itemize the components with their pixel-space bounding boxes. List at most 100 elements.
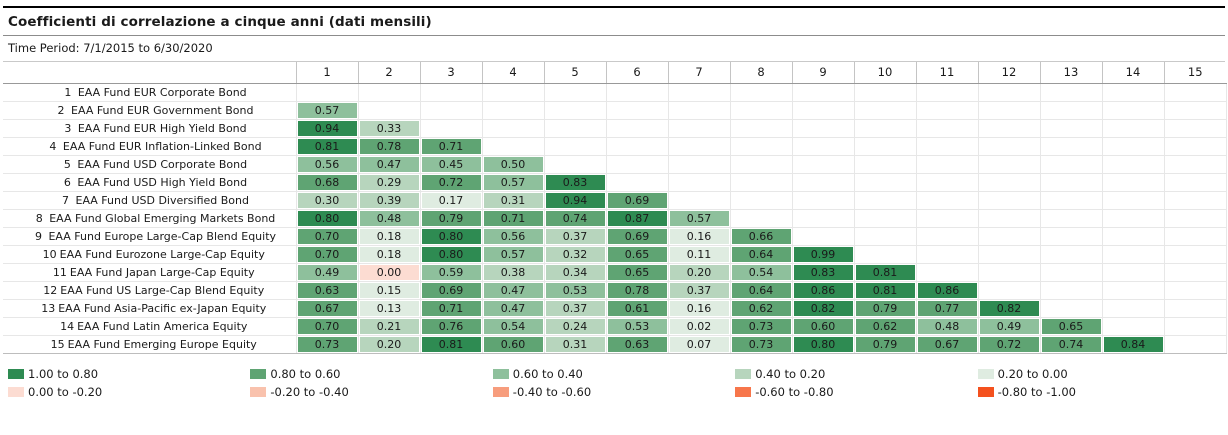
legend-item: -0.40 to -0.60 — [492, 385, 735, 399]
matrix-cell: 0.54 — [729, 262, 793, 282]
matrix-cell: 0.20 — [357, 334, 421, 354]
matrix-cell-empty — [1163, 136, 1227, 156]
matrix-row-1: 1 EAA Fund EUR Corporate Bond — [3, 82, 1227, 102]
legend-item: 1.00 to 0.80 — [8, 367, 250, 381]
row-number: 11 — [52, 265, 67, 279]
matrix-cell-empty — [1039, 82, 1103, 102]
title-divider — [3, 35, 1225, 36]
legend-item: 0.40 to 0.20 — [735, 367, 977, 381]
row-label-cell: 5 EAA Fund USD Corporate Bond — [3, 154, 297, 174]
matrix-cell-empty — [1101, 100, 1165, 120]
matrix-cell-empty — [419, 100, 483, 120]
matrix-cell: 0.00 — [357, 262, 421, 282]
matrix-cell-empty — [915, 262, 979, 282]
legend-label: 0.80 to 0.60 — [270, 366, 341, 381]
matrix-cell: 0.65 — [605, 244, 669, 264]
matrix-row-3: 3 EAA Fund EUR High Yield Bond 0.94 0.33 — [3, 118, 1227, 138]
matrix-cell: 0.50 — [481, 154, 545, 174]
matrix-cell-empty — [1163, 262, 1227, 282]
correlation-matrix-table: 1 2 3 4 5 6 7 8 9 10 11 12 13 14 15 1 EAA Fund EUR Corp… — [3, 62, 1227, 354]
matrix-cell-empty — [853, 118, 917, 138]
column-header-14: 14 — [1101, 62, 1164, 84]
matrix-cell: 0.79 — [853, 298, 917, 318]
row-fund-name: EAA Fund Latin America Equity — [77, 319, 248, 333]
matrix-cell: 0.81 — [419, 334, 483, 354]
matrix-cell: 0.80 — [791, 334, 855, 354]
matrix-cell: 0.16 — [667, 298, 731, 318]
row-number: 12 — [43, 283, 58, 297]
matrix-cell-empty — [1163, 100, 1227, 120]
matrix-cell-empty — [295, 82, 359, 102]
column-header-8: 8 — [729, 62, 792, 84]
matrix-cell: 0.78 — [357, 136, 421, 156]
matrix-row-13: 13 EAA Fund Asia-Pacific ex-Japan Equity 0… — [3, 298, 1227, 318]
matrix-cell-empty — [1163, 208, 1227, 228]
matrix-cell-empty — [791, 208, 855, 228]
matrix-cell-empty — [1101, 154, 1165, 174]
matrix-cell-empty — [915, 154, 979, 174]
matrix-row-4: 4 EAA Fund EUR Inflation-Linked Bond 0.81 0… — [3, 136, 1227, 156]
matrix-cell-empty — [543, 82, 607, 102]
matrix-cell: 0.71 — [419, 136, 483, 156]
row-fund-name: EAA Fund Europe Large-Cap Blend Equity — [48, 229, 277, 243]
report-title: Coefficienti di correlazione a cinque an… — [8, 14, 432, 30]
matrix-cell: 0.38 — [481, 262, 545, 282]
matrix-cell-empty — [915, 118, 979, 138]
matrix-cell-empty — [481, 118, 545, 138]
row-label-cell: 14 EAA Fund Latin America Equity — [3, 316, 297, 336]
matrix-cell-empty — [1163, 334, 1227, 354]
matrix-cell-empty — [791, 118, 855, 138]
matrix-cell: 0.73 — [295, 334, 359, 354]
matrix-cell-empty — [1039, 172, 1103, 192]
legend-swatch-icon — [492, 386, 509, 397]
matrix-cell: 0.63 — [295, 280, 359, 300]
matrix-cell-empty — [853, 208, 917, 228]
matrix-cell-empty — [915, 136, 979, 156]
matrix-cell: 0.69 — [605, 190, 669, 210]
matrix-cell: 0.02 — [667, 316, 731, 336]
matrix-cell: 0.87 — [605, 208, 669, 228]
matrix-cell: 0.72 — [419, 172, 483, 192]
matrix-cell-empty — [1163, 82, 1227, 102]
matrix-cell-empty — [1039, 100, 1103, 120]
matrix-cell: 0.65 — [605, 262, 669, 282]
matrix-cell: 0.18 — [357, 244, 421, 264]
matrix-cell: 0.60 — [481, 334, 545, 354]
matrix-row-15: 15 EAA Fund Emerging Europe Equity 0.73 0.2… — [3, 334, 1227, 354]
matrix-cell-empty — [977, 118, 1041, 138]
legend-swatch-icon — [977, 368, 994, 379]
matrix-cell-empty — [419, 118, 483, 138]
matrix-cell-empty — [1101, 82, 1165, 102]
matrix-cell: 0.48 — [357, 208, 421, 228]
row-label-cell: 9 EAA Fund Europe Large-Cap Blend Equity — [3, 226, 297, 246]
matrix-cell-empty — [915, 190, 979, 210]
row-number: 4 — [49, 139, 57, 153]
matrix-cell: 0.37 — [543, 226, 607, 246]
matrix-row-14: 14 EAA Fund Latin America Equity 0.70 0.21 0… — [3, 316, 1227, 336]
matrix-cell-empty — [667, 118, 731, 138]
matrix-cell: 0.21 — [357, 316, 421, 336]
matrix-cell-empty — [977, 136, 1041, 156]
row-fund-name: EAA Fund Asia-Pacific ex-Japan Equity — [58, 301, 267, 315]
matrix-cell-empty — [977, 226, 1041, 246]
matrix-cell: 0.49 — [295, 262, 359, 282]
matrix-cell: 0.74 — [543, 208, 607, 228]
color-legend: 1.00 to 0.80 0.80 to 0.60 0.60 to 0.40 0.40… — [3, 367, 1225, 399]
matrix-cell-empty — [977, 154, 1041, 174]
matrix-cell: 0.59 — [419, 262, 483, 282]
matrix-cell-empty — [1039, 136, 1103, 156]
matrix-cell-empty — [729, 136, 793, 156]
matrix-cell-empty — [791, 172, 855, 192]
matrix-cell: 0.49 — [977, 316, 1041, 336]
matrix-cell-empty — [791, 82, 855, 102]
matrix-cell-empty — [977, 280, 1041, 300]
matrix-cell-empty — [1039, 154, 1103, 174]
header-divider — [3, 61, 1225, 62]
matrix-cell-empty — [1163, 226, 1227, 246]
matrix-cell: 0.73 — [729, 334, 793, 354]
matrix-cell-empty — [667, 154, 731, 174]
matrix-cell: 0.45 — [419, 154, 483, 174]
matrix-cell: 0.47 — [481, 298, 545, 318]
matrix-cell-empty — [853, 82, 917, 102]
matrix-cell-empty — [605, 154, 669, 174]
